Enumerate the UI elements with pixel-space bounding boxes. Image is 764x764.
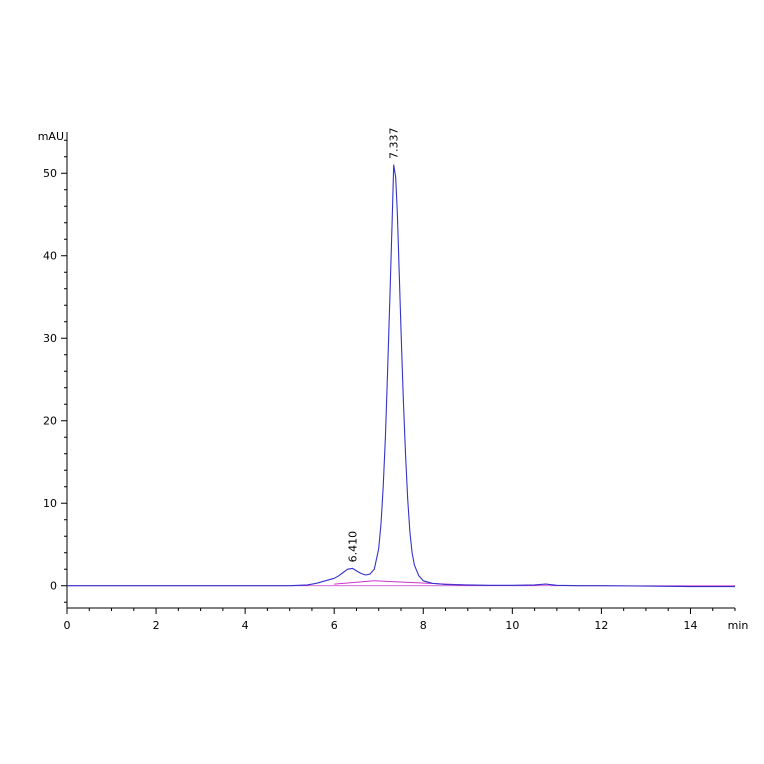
y-tick-label: 30 xyxy=(43,332,57,345)
signal-trace xyxy=(67,164,735,588)
x-tick-label: 4 xyxy=(242,619,249,632)
integration-baseline xyxy=(334,580,375,585)
y-tick-label: 0 xyxy=(50,580,57,593)
x-tick-label: 10 xyxy=(505,619,519,632)
peak-label: 7.337 xyxy=(388,127,401,159)
x-tick-label: 0 xyxy=(64,619,71,632)
x-tick-label: 14 xyxy=(683,619,697,632)
x-tick-label: 12 xyxy=(594,619,608,632)
x-tick-label: 6 xyxy=(331,619,338,632)
peak-label: 6.410 xyxy=(346,531,359,563)
y-tick-label: 40 xyxy=(43,250,57,263)
x-tick-label: 2 xyxy=(153,619,160,632)
x-tick-label: 8 xyxy=(420,619,427,632)
y-tick-label: 10 xyxy=(43,497,57,510)
y-tick-label: 50 xyxy=(43,167,57,180)
x-axis-label: min xyxy=(728,619,749,632)
y-axis-label: mAU xyxy=(38,130,64,143)
y-tick-label: 20 xyxy=(43,415,57,428)
